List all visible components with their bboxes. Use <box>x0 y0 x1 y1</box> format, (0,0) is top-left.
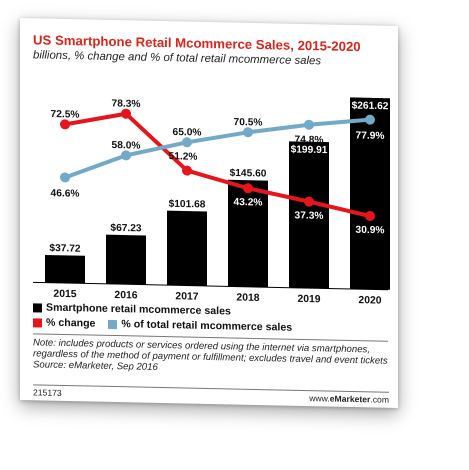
bar-label-2017: $101.68 <box>169 199 206 211</box>
x-tick-2019: 2019 <box>297 294 320 305</box>
bar-label-2020: $261.62 <box>352 100 389 112</box>
legend-swatch-bars <box>33 302 42 313</box>
share-point-2015 <box>60 172 70 183</box>
share-point-2019 <box>304 119 314 130</box>
chart-footer: 215173 www.eMarketer.com <box>33 384 389 405</box>
change-line <box>63 111 372 219</box>
bar-label-2018: $145.60 <box>230 168 267 180</box>
bar-2015 <box>45 254 85 284</box>
bar-2016 <box>106 234 146 285</box>
share-label-2019: 74.8% <box>295 134 324 146</box>
brand-suffix: .com <box>370 394 389 405</box>
share-point-2016 <box>121 150 131 161</box>
share-point-2017 <box>182 137 192 148</box>
legend-label-change: % change <box>46 316 96 330</box>
x-tick-2015: 2015 <box>53 289 76 300</box>
brand-link[interactable]: www.eMarketer.com <box>309 393 389 405</box>
change-label-2020: 30.9% <box>356 225 385 237</box>
share-label-2015: 46.6% <box>51 188 80 200</box>
share-label-2018: 70.5% <box>234 117 263 129</box>
legend-swatch-share <box>108 319 118 329</box>
legend-item-change: % change <box>33 316 96 330</box>
bar-label-2016: $67.23 <box>110 223 141 235</box>
chart-note: Note: includes products or services orde… <box>33 333 388 379</box>
change-label-2016: 78.3% <box>112 98 141 110</box>
bar-label-2019: $199.91 <box>291 144 328 156</box>
bar-label-2015: $37.72 <box>49 243 80 255</box>
legend-swatch-change <box>33 317 42 328</box>
chart-card: US Smartphone Retail Mcommerce Sales, 20… <box>20 18 398 408</box>
share-point-2020 <box>365 114 375 125</box>
change-label-2017: 51.2% <box>169 151 198 163</box>
bar-2018 <box>228 179 268 288</box>
change-point-2018 <box>243 183 253 194</box>
share-label-2016: 58.0% <box>112 140 141 152</box>
brand-name: eMarketer <box>329 393 371 405</box>
share-label-2017: 65.0% <box>173 127 202 139</box>
brand-prefix: www. <box>309 393 330 404</box>
change-point-2017 <box>182 165 192 176</box>
change-point-2020 <box>365 211 375 222</box>
legend-item-share: % of total retail mcommerce sales <box>108 318 292 334</box>
legend-label-share: % of total retail mcommerce sales <box>121 318 293 334</box>
x-axis-line <box>33 281 388 291</box>
share-point-2018 <box>243 127 253 138</box>
change-point-2019 <box>304 196 314 207</box>
x-tick-2017: 2017 <box>175 291 198 302</box>
x-tick-2018: 2018 <box>236 293 259 304</box>
bar-2017 <box>167 210 207 286</box>
change-label-2018: 43.2% <box>234 197 263 209</box>
chart-id: 215173 <box>33 387 62 398</box>
change-point-2015 <box>60 119 70 130</box>
legend-label-bars: Smartphone retail mcommerce sales <box>46 301 231 318</box>
bar-2020 <box>350 97 390 290</box>
x-tick-2020: 2020 <box>358 295 381 306</box>
bar-2019 <box>289 141 329 289</box>
change-label-2019: 37.3% <box>295 210 324 222</box>
chart-plot: $37.72 $67.23 $101.68 $145.60 $199.91 $261.62… <box>33 97 390 307</box>
share-label-2020: 77.9% <box>356 130 385 142</box>
share-line <box>63 117 372 180</box>
change-label-2015: 72.5% <box>51 109 80 121</box>
change-point-2016 <box>121 108 131 119</box>
x-tick-2016: 2016 <box>114 290 137 301</box>
